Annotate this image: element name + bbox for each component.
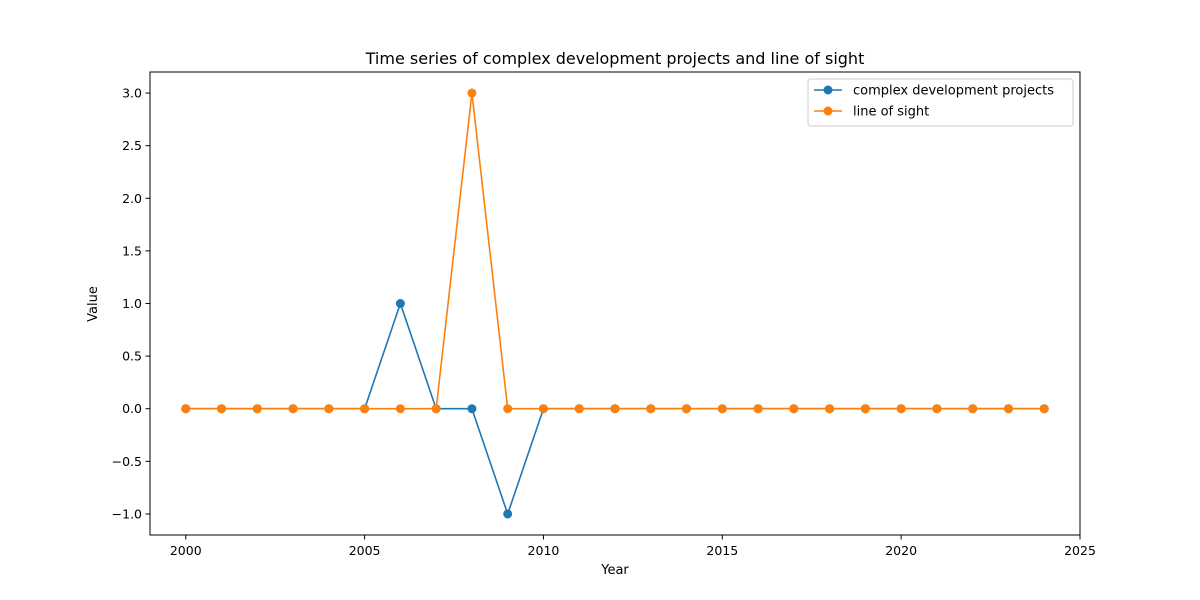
data-point-1-22 [968, 404, 978, 414]
y-axis: −1.0 −0.5 0.0 0.5 1.0 1.5 2.0 2.5 3.0 [112, 86, 150, 521]
plot-area [149, 71, 1081, 536]
legend-label-0: complex development projects [853, 84, 1054, 99]
y-axis-label: Value [86, 286, 101, 322]
data-point-1-13 [646, 404, 656, 414]
y-tick-label-7: 2.5 [122, 138, 142, 153]
y-tick-label-2: 0.0 [122, 401, 142, 416]
data-point-1-23 [1003, 404, 1013, 414]
data-point-1-8 [467, 88, 477, 98]
y-tick-label-6: 2.0 [122, 191, 142, 206]
data-point-0-8 [467, 404, 477, 414]
y-tick-label-5: 1.5 [122, 243, 142, 258]
data-point-1-15 [717, 404, 727, 414]
data-point-1-0 [181, 404, 191, 414]
x-tick-label-0: 2000 [170, 543, 202, 558]
data-point-1-24 [1039, 404, 1049, 414]
x-tick-label-2: 2010 [528, 543, 560, 558]
x-tick-label-4: 2020 [885, 543, 917, 558]
data-point-1-10 [538, 404, 548, 414]
chart-title: Time series of complex development proje… [365, 49, 865, 68]
x-tick-label-1: 2005 [349, 543, 381, 558]
data-point-1-12 [610, 404, 620, 414]
x-tick-label-3: 2015 [706, 543, 738, 558]
y-tick-label-0: −1.0 [112, 506, 142, 521]
y-tick-label-4: 1.0 [122, 296, 142, 311]
x-tick-label-5: 2025 [1064, 543, 1096, 558]
legend-marker-0 [823, 85, 833, 95]
x-axis: 2000 2005 2010 2015 2020 2025 [170, 535, 1096, 558]
legend-box [807, 78, 1074, 127]
data-point-1-5 [360, 404, 370, 414]
data-point-1-2 [252, 404, 262, 414]
data-point-1-19 [860, 404, 870, 414]
data-point-1-20 [896, 404, 906, 414]
data-point-1-21 [932, 404, 942, 414]
legend-label-1: line of sight [853, 105, 929, 120]
data-point-1-16 [753, 404, 763, 414]
x-axis-label: Year [600, 563, 629, 578]
plot-frame [149, 71, 1081, 536]
data-point-1-7 [431, 404, 441, 414]
data-point-1-17 [789, 404, 799, 414]
series-line-1 [185, 92, 1045, 410]
data-point-0-9 [503, 509, 513, 519]
y-tick-label-8: 3.0 [122, 86, 142, 101]
legend: complex development projects line of sigh… [807, 78, 1074, 127]
data-point-1-18 [825, 404, 835, 414]
data-point-1-11 [574, 404, 584, 414]
data-point-1-9 [503, 404, 513, 414]
legend-marker-1 [823, 106, 833, 116]
data-point-0-6 [395, 299, 405, 308]
data-point-1-14 [682, 404, 692, 414]
data-point-1-3 [288, 404, 298, 414]
y-tick-label-1: −0.5 [112, 454, 142, 469]
data-point-1-4 [324, 404, 334, 414]
y-tick-label-3: 0.5 [122, 349, 142, 364]
data-point-1-1 [217, 404, 227, 414]
data-point-1-6 [395, 404, 405, 414]
